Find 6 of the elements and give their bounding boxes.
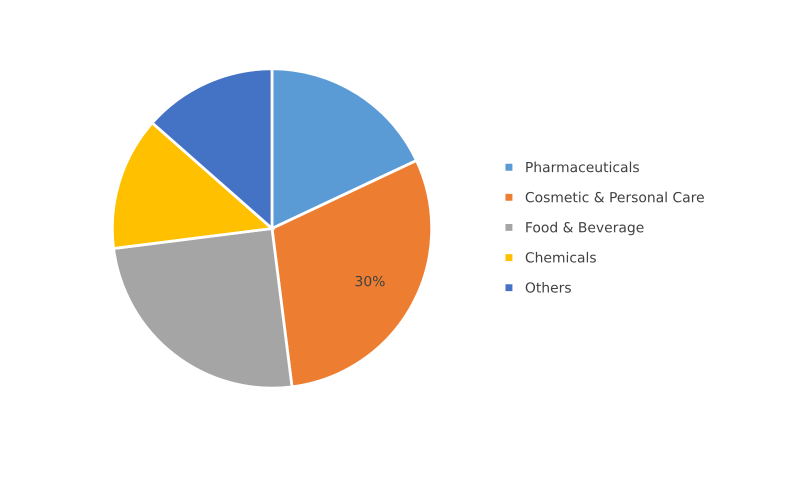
data-label: 30% [356, 276, 385, 286]
legend-label: Cosmetic & Personal Care [526, 192, 704, 202]
legend-label: Others [526, 282, 571, 293]
legend-label: Food & Beverage [526, 222, 644, 236]
legend-label: Pharmaceuticals [526, 162, 639, 172]
legend-label: Chemicals [526, 252, 596, 263]
